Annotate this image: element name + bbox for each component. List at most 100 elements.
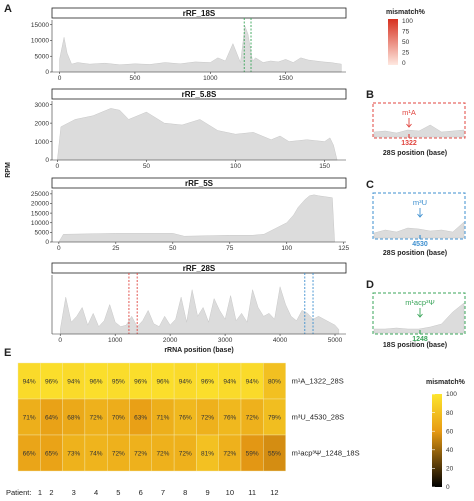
heatmap-cell-label: 71% xyxy=(23,414,36,421)
x-tick-label: 125 xyxy=(338,245,349,252)
legend-colorbar xyxy=(388,19,398,65)
patient-label: 8 xyxy=(183,488,187,497)
zoom-panel-b: m¹A 1322 28S position (base) xyxy=(372,102,466,157)
patient-label: 2 xyxy=(49,488,53,497)
x-tick-label: 150 xyxy=(319,163,330,170)
zoom-box xyxy=(372,102,466,139)
heatmap-cell-label: 76% xyxy=(179,414,192,421)
zoom-panel-c: m³U 4530 28S position (base) xyxy=(372,192,466,257)
x-tick-label: 500 xyxy=(129,75,140,82)
heatmap-row-label: m³U_4530_28S xyxy=(292,413,345,422)
heatmap-cell-label: 68% xyxy=(67,414,80,421)
heatmap-cell-label: 81% xyxy=(201,450,214,457)
legend-tick-label: 0 xyxy=(446,484,450,491)
zoom-x-title: 18S position (base) xyxy=(383,342,447,349)
coverage-area xyxy=(58,194,335,243)
x-tick-label: 4000 xyxy=(273,337,288,344)
patient-label: 10 xyxy=(226,488,234,497)
modification-label: m¹A xyxy=(402,108,416,117)
y-tick-label: 10000 xyxy=(31,220,49,227)
coverage-area xyxy=(57,108,338,161)
facet-title: rRF_18S xyxy=(183,9,216,18)
panel-label-b: B xyxy=(366,89,374,101)
legend-colorbar xyxy=(432,394,442,487)
x-tick-label: 1000 xyxy=(108,337,123,344)
legend-tick-label: 80 xyxy=(446,410,454,417)
zoom-coverage xyxy=(373,302,465,334)
y-tick-label: 15000 xyxy=(31,210,49,217)
panel-label-e: E xyxy=(4,347,11,359)
heatmap-cell-label: 96% xyxy=(90,378,103,385)
legend-tick-label: 60 xyxy=(446,428,454,435)
highlight-box-red xyxy=(128,273,138,334)
zoom-x-title: 28S position (base) xyxy=(383,250,447,257)
x-tick-label: 0 xyxy=(56,163,60,170)
y-tick-label: 15000 xyxy=(31,22,49,29)
zoom-coverage xyxy=(373,221,465,239)
patient-axis-title: Patient: xyxy=(6,488,31,497)
zoom-box xyxy=(372,192,466,240)
y-tick-label: 2000 xyxy=(35,120,50,127)
y-tick-label: 25000 xyxy=(31,191,49,198)
heatmap-cell-label: 72% xyxy=(246,414,259,421)
x-tick-label: 1500 xyxy=(278,75,293,82)
zoom-x-title: 28S position (base) xyxy=(383,150,447,157)
x-tick-label: 5000 xyxy=(328,337,343,344)
x-tick-label: 25 xyxy=(112,245,120,252)
heatmap-cell xyxy=(263,434,286,472)
x-tick-label: 75 xyxy=(226,245,234,252)
legend-title: mismatch% xyxy=(426,379,466,386)
legend-top: mismatch% 100 75 50 25 0 xyxy=(386,9,426,67)
modification-label: m¹acp³Ψ xyxy=(405,298,435,307)
highlight-box-green xyxy=(243,18,252,72)
heatmap-cell-label: 76% xyxy=(223,414,236,421)
y-axis-title: RPM xyxy=(5,162,12,178)
area-chart-rrf-5-8s: rRF_5.8S 0 50 100 150 0 1000 2000 3000 xyxy=(35,88,347,170)
heatmap-cell-label: 94% xyxy=(179,378,192,385)
y-tick-label: 20000 xyxy=(31,201,49,208)
facet-strip xyxy=(51,7,347,19)
patient-label: 6 xyxy=(139,488,143,497)
heatmap-cell-label: 72% xyxy=(90,414,103,421)
heatmap-cell-label: 96% xyxy=(45,378,58,385)
modification-label: m³U xyxy=(413,198,427,207)
heatmap-cell-label: 63% xyxy=(134,414,147,421)
heatmap-cell-label: 96% xyxy=(201,378,214,385)
heatmap-cell-label: 64% xyxy=(45,414,58,421)
facet-strip xyxy=(51,262,347,274)
arrow-icon xyxy=(417,208,423,218)
area-chart-rrf-5s: rRF_5S 0 25 50 75 100 125 0 5000 10000 15000 20000 2… xyxy=(31,177,350,252)
heatmap-cell-label: 72% xyxy=(134,450,147,457)
patient-label: 4 xyxy=(94,488,98,497)
y-tick-label: 0 xyxy=(45,239,49,246)
x-tick-label: 50 xyxy=(143,163,151,170)
panel-label-a: A xyxy=(4,3,12,15)
legend-tick-label: 100 xyxy=(402,18,413,25)
legend-tick-label: 100 xyxy=(446,391,457,398)
y-tick-label: 0 xyxy=(45,69,49,76)
zoom-box xyxy=(372,292,466,335)
x-tick-label: 2000 xyxy=(163,337,178,344)
heatmap-cell-label: 66% xyxy=(23,450,36,457)
x-tick-label: 1000 xyxy=(203,75,218,82)
legend-tick-label: 50 xyxy=(402,39,410,46)
legend-tick-label: 40 xyxy=(446,447,454,454)
heatmap-cell-label: 72% xyxy=(156,450,169,457)
heatmap-cell-label: 72% xyxy=(179,450,192,457)
heatmap-cell-label: 94% xyxy=(246,378,259,385)
heatmap-cell-label: 72% xyxy=(223,450,236,457)
heatmap-cell-label: 94% xyxy=(67,378,80,385)
x-tick-label: 100 xyxy=(281,245,292,252)
legend-title: mismatch% xyxy=(386,9,426,16)
coverage-area xyxy=(59,26,342,73)
patient-label: 9 xyxy=(205,488,209,497)
x-tick-label: 0 xyxy=(57,245,61,252)
x-tick-label: 3000 xyxy=(218,337,233,344)
patient-label: 7 xyxy=(161,488,165,497)
facet-title: rRF_5.8S xyxy=(182,90,217,99)
y-tick-label: 3000 xyxy=(35,102,50,109)
heatmap-cell-label: 80% xyxy=(268,378,281,385)
zoom-coverage xyxy=(373,124,465,138)
heatmap-cell-label: 65% xyxy=(45,450,58,457)
